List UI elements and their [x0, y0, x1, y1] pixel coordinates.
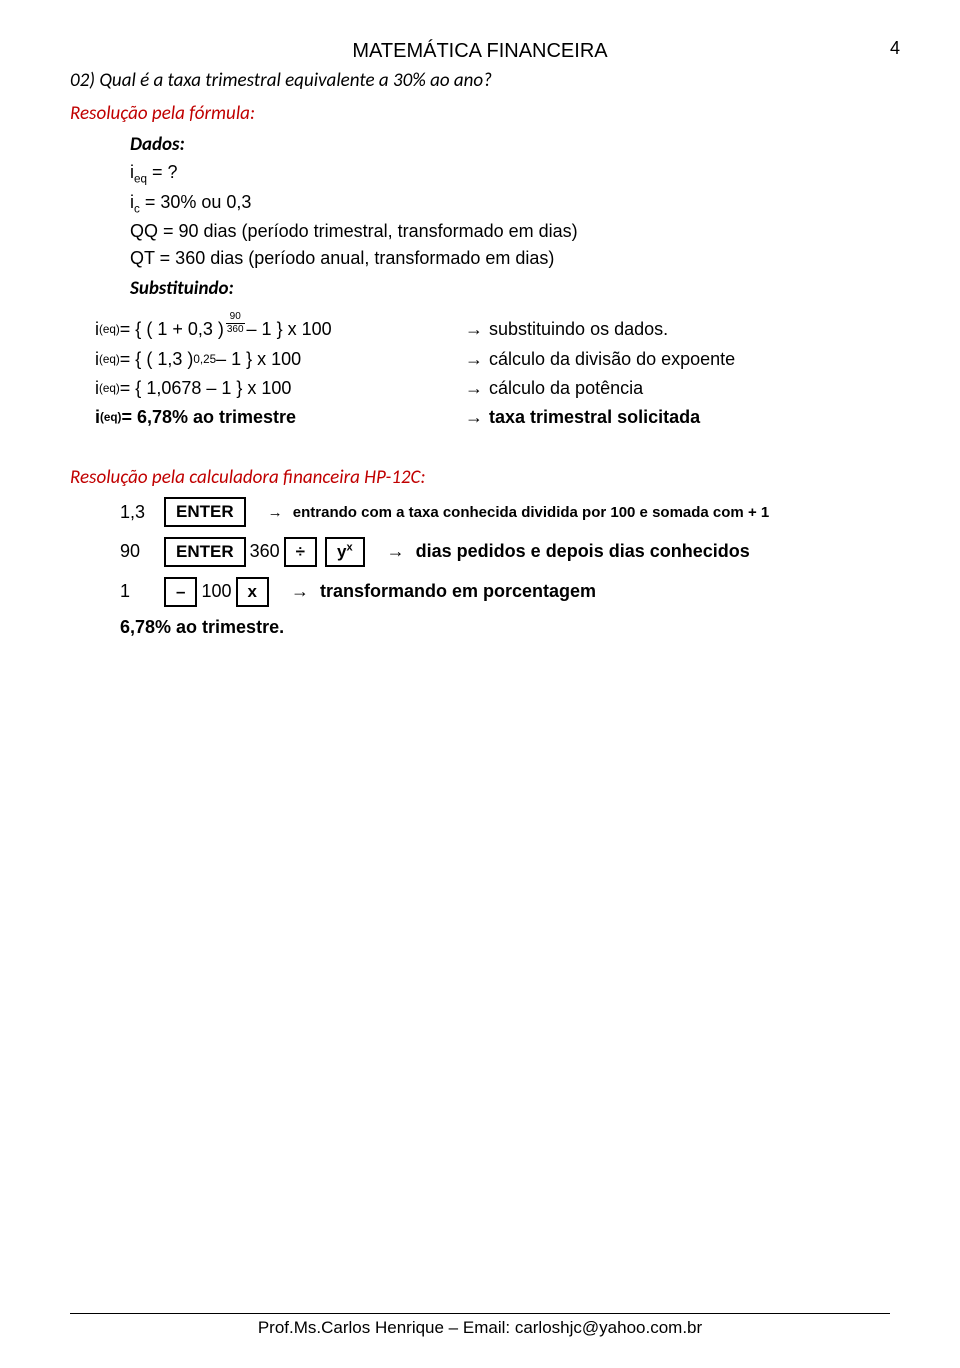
- calc-key: ENTER: [164, 497, 246, 527]
- calc-lhs: i(eq) = 6,78% ao trimestre: [95, 407, 465, 428]
- question-text: 02) Qual é a taxa trimestral equivalente…: [70, 69, 890, 92]
- calc-key: ÷: [284, 537, 317, 567]
- calc-block: i(eq) = { ( 1 + 0,3 ) 90360 – 1 } x 100→…: [95, 318, 890, 428]
- calc-lhs: i(eq) = { ( 1 + 0,3 ) 90360 – 1 } x 100: [95, 318, 465, 341]
- calc-row: i(eq) = { ( 1 + 0,3 ) 90360 – 1 } x 100→…: [95, 318, 890, 341]
- page-title: MATEMÁTICA FINANCEIRA: [70, 40, 890, 63]
- hp-desc: → transformando em porcentagem: [291, 581, 596, 602]
- hp-text: 100: [201, 581, 231, 602]
- calc-row: i(eq) = { 1,0678 – 1 } x 100→cálculo da …: [95, 378, 890, 399]
- dados-label: Dados:: [130, 133, 890, 156]
- ic-rest: = 30% ou 0,3: [140, 192, 252, 212]
- calc-rhs: →substituindo os dados.: [465, 319, 668, 340]
- hp-block: 1,3ENTER → entrando com a taxa conhecida …: [70, 497, 890, 606]
- hp-row: 90ENTER 360 ÷ yx → dias pedidos e depois d…: [120, 537, 890, 567]
- result-text: 6,78% ao trimestre.: [120, 617, 890, 638]
- hp-text: 360: [250, 541, 280, 562]
- calc-lhs: i(eq) = { ( 1,3 ) 0,25 – 1 } x 100: [95, 349, 465, 370]
- calc-row: i(eq) = { ( 1,3 ) 0,25 – 1 } x 100→cálcu…: [95, 349, 890, 370]
- calc-key: yx: [325, 537, 365, 567]
- ieq-sub: eq: [134, 173, 147, 186]
- data-qt: QT = 360 dias (período anual, transforma…: [130, 248, 890, 269]
- hp-row: 1,3ENTER → entrando com a taxa conhecida …: [120, 497, 890, 527]
- substituindo-label: Substituindo:: [130, 277, 890, 300]
- section-hp-heading: Resolução pela calculadora financeira HP…: [70, 466, 890, 489]
- hp-row: 1– 100 x → transformando em porcentagem: [120, 577, 890, 607]
- calc-key: ENTER: [164, 537, 246, 567]
- calc-lhs: i(eq) = { 1,0678 – 1 } x 100: [95, 378, 465, 399]
- data-ic: ic = 30% ou 0,3: [130, 192, 890, 216]
- calc-key: –: [164, 577, 197, 607]
- footer-rule: [70, 1313, 890, 1314]
- footer: Prof.Ms.Carlos Henrique – Email: carlosh…: [70, 1313, 890, 1338]
- footer-text: Prof.Ms.Carlos Henrique – Email: carlosh…: [70, 1318, 890, 1338]
- hp-lead: 90: [120, 541, 160, 562]
- data-ieq: ieq = ?: [130, 162, 890, 186]
- hp-desc: → dias pedidos e depois dias conhecidos: [387, 541, 750, 562]
- calc-row: i(eq) = 6,78% ao trimestre→taxa trimestr…: [95, 407, 890, 428]
- hp-lead: 1: [120, 581, 160, 602]
- calc-key: x: [236, 577, 269, 607]
- data-qq: QQ = 90 dias (período trimestral, transf…: [130, 221, 890, 242]
- calc-rhs: →cálculo da potência: [465, 378, 643, 399]
- calc-rhs: →cálculo da divisão do expoente: [465, 349, 735, 370]
- page-number: 4: [890, 38, 900, 59]
- section-formula-heading: Resolução pela fórmula:: [70, 102, 890, 125]
- hp-lead: 1,3: [120, 502, 160, 523]
- hp-desc: → entrando com a taxa conhecida dividida…: [268, 504, 770, 521]
- ieq-rest: = ?: [147, 162, 178, 182]
- calc-rhs: →taxa trimestral solicitada: [465, 407, 700, 428]
